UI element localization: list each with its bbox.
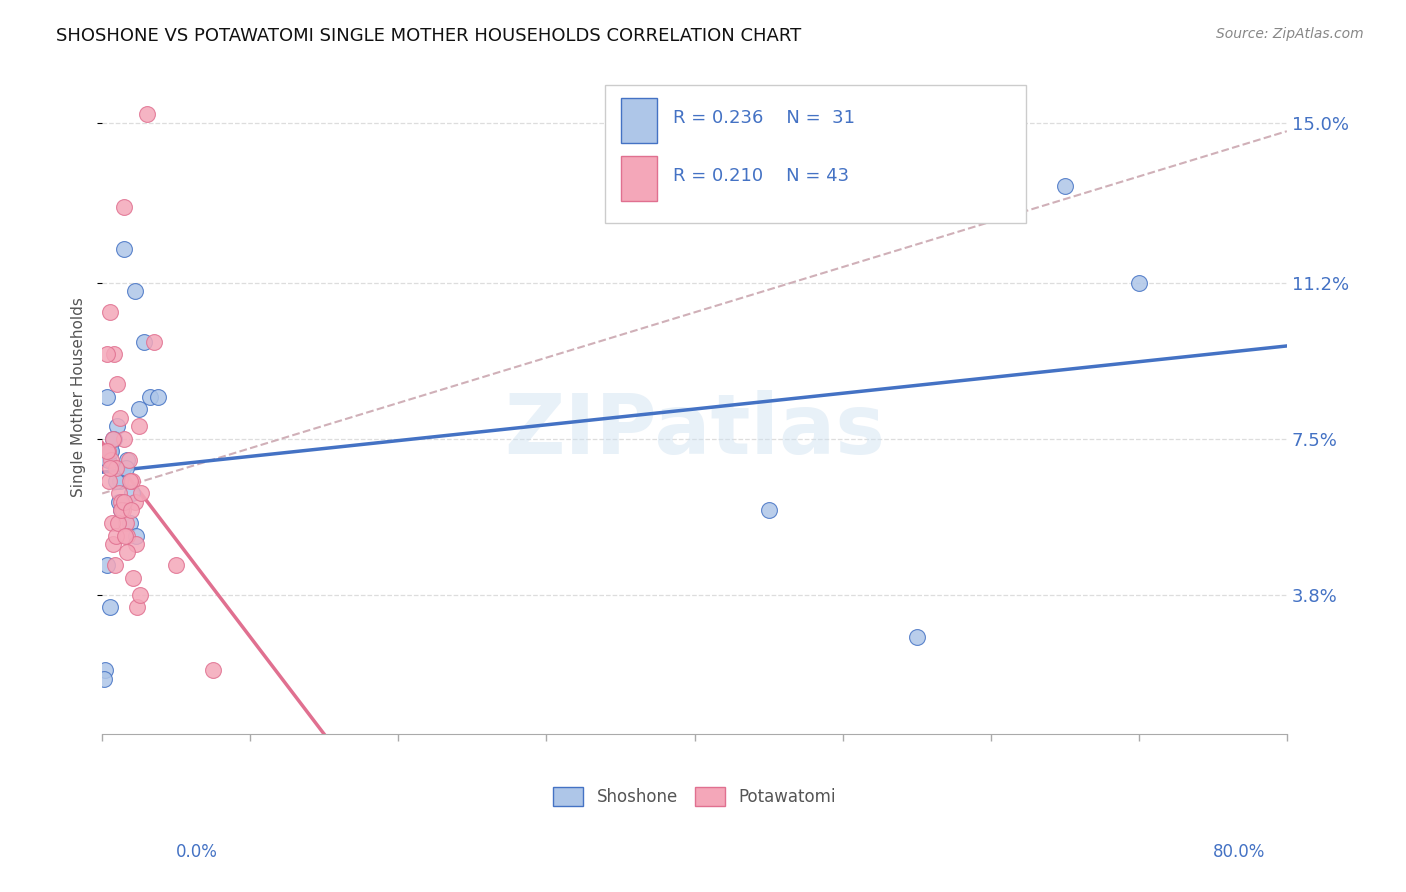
Text: R = 0.236    N =  31: R = 0.236 N = 31	[673, 109, 855, 128]
Point	[103, 537, 125, 551]
Point	[112, 495, 135, 509]
Point	[100, 452, 122, 467]
Text: 0.0%: 0.0%	[176, 843, 218, 861]
Point	[1053, 178, 1076, 193]
Point	[114, 528, 136, 542]
Point	[97, 452, 120, 467]
Point	[128, 402, 150, 417]
Point	[121, 486, 143, 500]
Point	[120, 503, 142, 517]
Point	[110, 503, 132, 517]
Point	[111, 461, 134, 475]
Point	[122, 571, 145, 585]
Point	[104, 558, 127, 573]
Point	[128, 419, 150, 434]
Point	[98, 305, 121, 319]
Point	[96, 558, 118, 573]
Point	[111, 503, 134, 517]
Point	[118, 452, 141, 467]
Point	[117, 452, 139, 467]
Y-axis label: Single Mother Households: Single Mother Households	[72, 297, 86, 497]
Point	[112, 242, 135, 256]
Text: R = 0.210    N = 43: R = 0.210 N = 43	[673, 167, 849, 186]
Point	[135, 107, 157, 121]
Point	[103, 347, 125, 361]
Point	[148, 390, 170, 404]
Text: Source: ZipAtlas.com: Source: ZipAtlas.com	[1216, 27, 1364, 41]
Point	[121, 474, 143, 488]
Point	[117, 528, 139, 542]
Point	[138, 390, 160, 404]
Point	[100, 444, 122, 458]
Point	[97, 444, 120, 458]
Point	[98, 461, 121, 475]
Point	[101, 432, 124, 446]
Point	[110, 495, 132, 509]
Point	[1128, 276, 1150, 290]
Point	[96, 347, 118, 361]
Legend: Shoshone, Potawatomi: Shoshone, Potawatomi	[547, 780, 842, 813]
Point	[98, 444, 121, 458]
Point	[125, 600, 148, 615]
Point	[132, 334, 155, 349]
Point	[905, 630, 928, 644]
Point	[110, 503, 132, 517]
Point	[105, 419, 128, 434]
Text: 80.0%: 80.0%	[1213, 843, 1265, 861]
Point	[124, 285, 146, 299]
Point	[202, 664, 225, 678]
Point	[125, 528, 148, 542]
Point	[96, 390, 118, 404]
Point	[115, 545, 138, 559]
Text: ZIPatlas: ZIPatlas	[503, 390, 884, 471]
Point	[101, 516, 124, 530]
Point	[93, 672, 115, 686]
Point	[115, 516, 138, 530]
Point	[105, 528, 128, 542]
Point	[101, 432, 124, 446]
Point	[96, 444, 118, 458]
Point	[107, 486, 129, 500]
Point	[108, 474, 131, 488]
Point	[107, 495, 129, 509]
Point	[104, 461, 127, 475]
Point	[129, 588, 152, 602]
Point	[94, 664, 117, 678]
Point	[758, 503, 780, 517]
Point	[105, 376, 128, 391]
Point	[118, 474, 141, 488]
Point	[107, 516, 129, 530]
Point	[124, 495, 146, 509]
Point	[108, 410, 131, 425]
Point	[120, 516, 142, 530]
Point	[98, 600, 121, 615]
Point	[103, 432, 125, 446]
Point	[125, 537, 148, 551]
Point	[143, 334, 166, 349]
Point	[115, 461, 138, 475]
Text: SHOSHONE VS POTAWATOMI SINGLE MOTHER HOUSEHOLDS CORRELATION CHART: SHOSHONE VS POTAWATOMI SINGLE MOTHER HOU…	[56, 27, 801, 45]
Point	[165, 558, 187, 573]
Point	[104, 474, 127, 488]
Point	[112, 200, 135, 214]
Point	[97, 474, 120, 488]
Point	[129, 486, 152, 500]
Point	[112, 432, 135, 446]
